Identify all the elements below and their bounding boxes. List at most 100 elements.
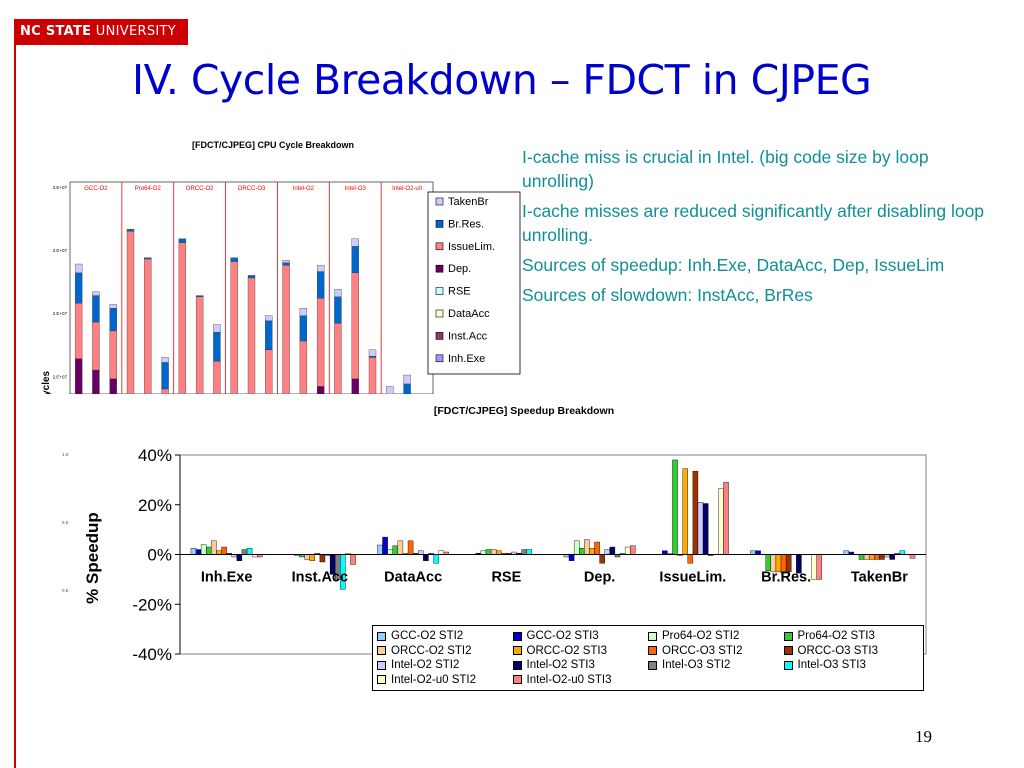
chart1-legend-label: Dep. <box>448 263 471 275</box>
chart2-category-label: IssueLim. <box>659 570 726 586</box>
chart1-group-label: ORCC-O3 <box>238 186 266 192</box>
chart2-bar <box>418 550 424 555</box>
chart2-legend-swatch <box>783 631 793 641</box>
chart1-legend-label: Br.Res. <box>448 218 484 230</box>
chart2-legend-item: Intel-O2-u0 STI2 <box>377 673 513 688</box>
chart1-bar-segment <box>92 295 100 323</box>
chart1-legend-swatch <box>435 242 444 251</box>
chart2-category-label: TakenBr <box>851 570 908 586</box>
chart1-bar-segment <box>74 302 83 359</box>
brand-vertical-rule <box>14 45 16 768</box>
chart2-legend: GCC-O2 STI2 GCC-O2 STI3 Pro64-O2 STI2 Pro64… <box>372 625 924 691</box>
chart2-bar <box>246 548 253 555</box>
chart2-bar <box>589 548 595 555</box>
bullet-text: Sources of slowdown: InstAcc, BrRes <box>522 285 813 305</box>
chart1-bar-segment <box>299 340 308 394</box>
chart2-bar <box>190 548 197 555</box>
chart2-bar <box>909 554 916 559</box>
chart2-bar <box>630 545 636 555</box>
cycle-breakdown-chart: 3.E+07 3.E+07 2.E+07 2.E+07 GCC-O2 Pro64-O2 OR… <box>41 140 521 394</box>
chart2-category-label: Inh.Exe <box>201 570 253 586</box>
chart1-bar-segment <box>265 315 273 321</box>
chart2-legend-label: GCC-O2 STI3 <box>526 630 599 643</box>
chart2-bar <box>397 540 404 555</box>
chart1-bar-segment <box>195 295 204 298</box>
chart1-bar-segment <box>213 361 221 394</box>
chart1-legend-swatch <box>435 287 444 295</box>
chart1-bar-segment <box>403 374 411 385</box>
chart2-title: [FDCT/CJPEG] Speedup Breakdown <box>434 405 614 417</box>
chart1-bar-segment <box>109 304 117 309</box>
chart2-bar <box>672 459 678 555</box>
chart1-bar-segment <box>178 238 187 243</box>
chart2-category-label: Inst.Acc <box>292 570 348 586</box>
chart2-legend-swatch <box>512 631 522 641</box>
chart2-legend-swatch <box>377 675 386 685</box>
chart2-bar <box>599 554 605 564</box>
chart2-legend-swatch <box>512 646 522 656</box>
chart2-bar <box>350 554 356 565</box>
chart1-group-label: Intel-O3 <box>345 186 367 192</box>
chart2-bar <box>579 548 585 555</box>
chart2-legend-item: GCC-O2 STI3 <box>512 629 649 644</box>
chart2-y-tick-label: 40% <box>138 446 172 465</box>
chart2-bar <box>750 550 756 555</box>
chart2-bar <box>382 536 388 555</box>
chart1-legend-swatch <box>435 197 444 206</box>
chart1-bar-segment <box>265 320 273 351</box>
chart2-bar <box>573 540 580 555</box>
chart2-legend-item: Intel-O2 STI2 <box>377 658 513 673</box>
chart1-bar-segment <box>92 369 100 394</box>
chart1-bar-segment <box>265 349 273 394</box>
chart2-legend-swatch <box>377 660 386 670</box>
chart1-y-tick-label: 2.E+07 <box>53 311 68 316</box>
chart1-bar-segment <box>178 242 187 394</box>
chart2-category-label: Dep. <box>584 570 615 586</box>
chart1-bar-segment <box>74 263 83 274</box>
chart2-bar <box>697 502 704 555</box>
chart2-legend-swatch <box>377 631 386 641</box>
chart2-legend-item: Intel-O3 STI2 <box>648 658 784 673</box>
chart2-y-tick-label: -20% <box>132 595 172 614</box>
chart2-bar <box>662 550 668 555</box>
chart2-legend-label: Pro64-O2 STI2 <box>662 630 740 643</box>
chart1-group-label: ORCC-O2 <box>186 186 214 192</box>
chart2-legend-label: Pro64-O2 STI3 <box>797 630 875 643</box>
chart2-y-axis-label: % Speedup <box>83 512 102 604</box>
chart2-bar <box>899 550 906 555</box>
chart1-bar-segment <box>92 291 100 296</box>
chart2-bar <box>863 554 870 560</box>
chart2-legend-item: ORCC-O3 STI3 <box>783 644 920 659</box>
chart2-legend-swatch <box>648 660 657 670</box>
chart1-bar-segment <box>299 308 308 316</box>
chart2-bar <box>604 549 611 555</box>
chart2-legend-item: Intel-O2-u0 STI3 <box>512 673 649 688</box>
chart1-legend-swatch <box>435 264 444 273</box>
chart1-bar-segment <box>109 378 117 394</box>
chart2-bar <box>692 470 699 555</box>
chart1-bar-segment <box>282 260 290 263</box>
chart2-legend-label: Intel-O2 STI2 <box>391 659 460 672</box>
chart2-bar <box>816 554 823 580</box>
speedup-breakdown-chart: [FDCT/CJPEG] Speedup Breakdown 40% 20% 0% -… <box>62 405 927 664</box>
bullet-text: I-cache miss is crucial in Intel. (big c… <box>522 147 929 191</box>
chart2-bar <box>221 546 227 555</box>
chart1-bar-segment <box>368 355 377 358</box>
chart2-y-tick-label: 0% <box>147 546 172 565</box>
chart2-bar <box>687 554 694 564</box>
bullet-text: Sources of speedup: Inh.Exe, DataAcc, De… <box>522 255 945 275</box>
chart2-legend-label: ORCC-O2 STI2 <box>391 644 472 657</box>
chart2-bar <box>485 549 492 555</box>
chart2-bar <box>702 503 709 555</box>
chart1-legend-label: Inh.Exe <box>448 353 485 365</box>
chart1-bar-segment <box>316 265 325 272</box>
chart2-legend-item: ORCC-O2 STI3 <box>512 644 649 659</box>
chart1-title: [FDCT/CJPEG] CPU Cycle Breakdown <box>192 140 354 150</box>
chart2-bar <box>584 539 590 555</box>
chart2-legend-swatch <box>648 631 657 641</box>
chart1-bar-segment <box>316 271 325 299</box>
chart2-bar <box>879 554 885 560</box>
chart1-legend-label: DataAcc <box>448 308 490 320</box>
chart1-legend-box <box>427 191 521 375</box>
chart2-bar <box>304 554 310 560</box>
